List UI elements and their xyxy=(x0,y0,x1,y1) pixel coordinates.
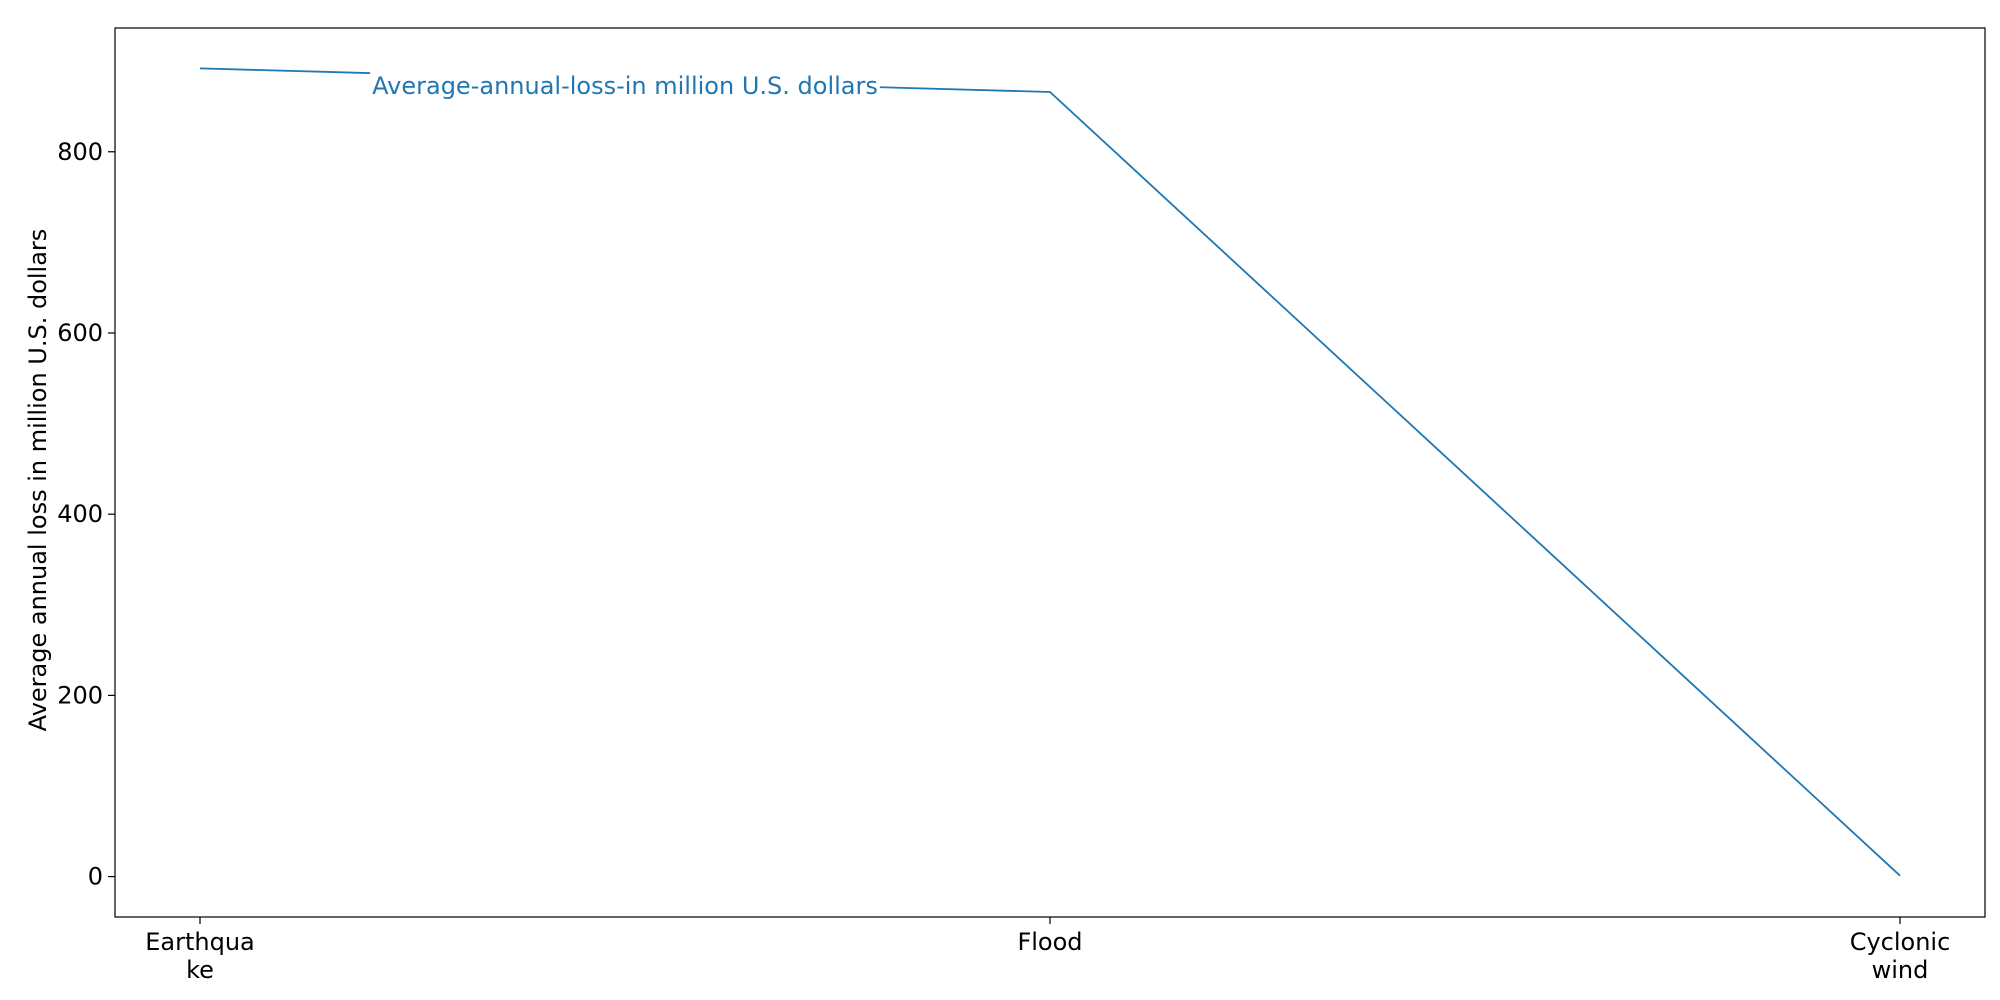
series-label: Average-annual-loss-in million U.S. doll… xyxy=(372,72,878,100)
y-axis-title: Average annual loss in million U.S. doll… xyxy=(24,229,52,732)
x-tick-label: Cyclonic wind xyxy=(1850,928,1951,984)
x-tick-label: Flood xyxy=(1017,928,1082,956)
series-label-background xyxy=(370,70,880,103)
x-tick-label: Earthqua ke xyxy=(145,928,255,984)
y-tick-label: 400 xyxy=(57,500,103,528)
plot-area: 0 200 400 600 800 Earthqua ke Flood Cyclonic wind… xyxy=(57,27,1986,984)
y-tick-label: 600 xyxy=(57,319,103,347)
y-tick-label: 0 xyxy=(88,863,103,891)
y-tick-label: 200 xyxy=(57,681,103,709)
y-tick-label: 800 xyxy=(57,138,103,166)
